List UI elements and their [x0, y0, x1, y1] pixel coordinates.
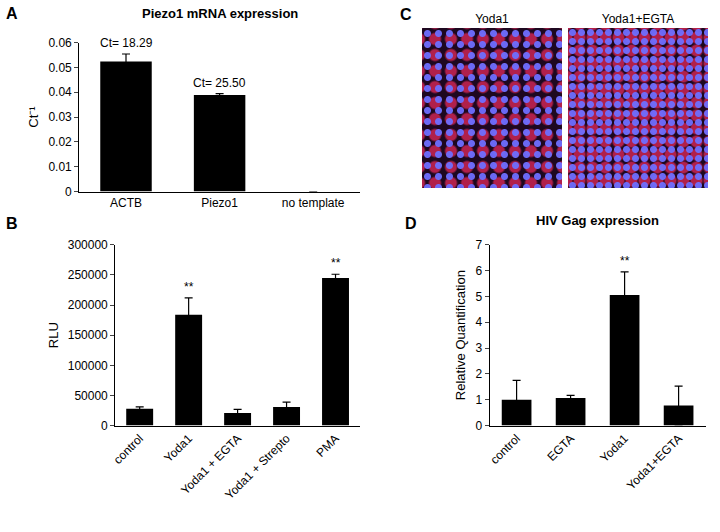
svg-text:RLU: RLU — [46, 322, 61, 348]
html-text:Yoda1+EGTA: Yoda1+EGTA — [601, 12, 675, 26]
svg-text:1: 1 — [476, 393, 483, 407]
svg-text:0: 0 — [65, 185, 72, 199]
svg-text:Ct= 18.29: Ct= 18.29 — [100, 36, 153, 50]
svg-text:Piezo1: Piezo1 — [201, 196, 238, 210]
svg-text:0.05: 0.05 — [48, 61, 72, 75]
svg-text:**: ** — [184, 280, 194, 294]
svg-text:0.04: 0.04 — [48, 85, 72, 99]
svg-text:**: ** — [620, 254, 630, 268]
svg-text:control: control — [488, 431, 523, 466]
svg-text:A: A — [6, 5, 18, 22]
svg-text:0.01: 0.01 — [48, 160, 72, 174]
svg-text:0: 0 — [101, 419, 108, 433]
svg-text:50000: 50000 — [74, 389, 108, 403]
svg-text:200000: 200000 — [68, 298, 108, 312]
svg-text:Ct= 25.50: Ct= 25.50 — [193, 76, 246, 90]
svg-text:Yoda1 + Strepto: Yoda1 + Strepto — [222, 431, 293, 502]
svg-text:4: 4 — [476, 315, 483, 329]
svg-text:Piezo1 mRNA expression: Piezo1 mRNA expression — [142, 6, 298, 21]
svg-text:HIV Gag expression: HIV Gag expression — [536, 213, 659, 228]
svg-text:150000: 150000 — [68, 328, 108, 342]
svg-text:5: 5 — [476, 290, 483, 304]
svg-text:0.03: 0.03 — [48, 110, 72, 124]
svg-text:Relative Quantification: Relative Quantification — [453, 270, 468, 400]
svg-text:B: B — [6, 215, 18, 232]
svg-text:no template: no template — [282, 196, 345, 210]
svg-text:control: control — [111, 431, 146, 466]
svg-text:300000: 300000 — [68, 238, 108, 252]
svg-text:Ct⁻¹: Ct⁻¹ — [26, 106, 41, 128]
svg-text:ACTB: ACTB — [110, 196, 142, 210]
html-text:Yoda1: Yoda1 — [475, 12, 509, 26]
html-text:C: C — [400, 6, 412, 23]
svg-text:Yoda1: Yoda1 — [597, 431, 631, 465]
svg-text:2: 2 — [476, 367, 483, 381]
svg-text:EGTA: EGTA — [545, 431, 577, 463]
svg-text:6: 6 — [476, 264, 483, 278]
svg-text:0.02: 0.02 — [48, 135, 72, 149]
svg-text:**: ** — [331, 256, 341, 270]
svg-text:0: 0 — [476, 419, 483, 433]
svg-text:100000: 100000 — [68, 359, 108, 373]
svg-text:Yoda1+EGTA: Yoda1+EGTA — [624, 431, 685, 492]
svg-text:PMA: PMA — [314, 431, 342, 459]
svg-text:D: D — [405, 215, 417, 232]
svg-text:Yoda1: Yoda1 — [161, 431, 195, 465]
svg-text:0.06: 0.06 — [48, 36, 72, 50]
svg-text:3: 3 — [476, 341, 483, 355]
svg-text:Yoda1 + EGTA: Yoda1 + EGTA — [178, 431, 244, 497]
svg-text:7: 7 — [476, 238, 483, 252]
svg-text:250000: 250000 — [68, 268, 108, 282]
